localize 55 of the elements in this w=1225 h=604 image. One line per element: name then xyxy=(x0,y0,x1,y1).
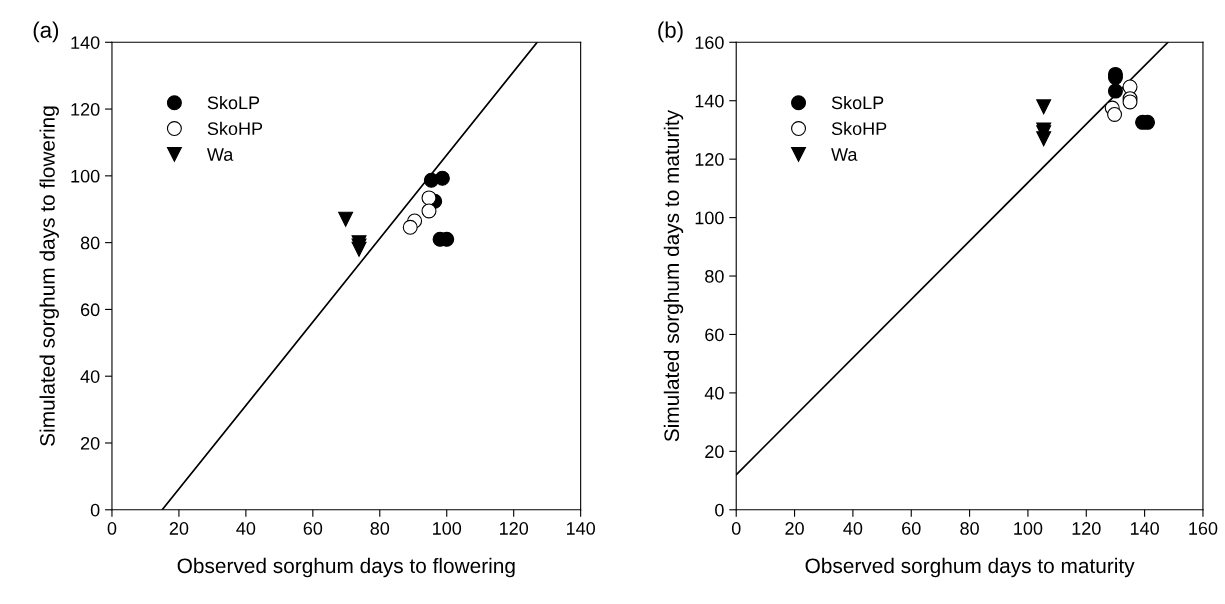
point xyxy=(434,170,450,186)
y-tick-label: 160 xyxy=(695,36,724,49)
y-tick-label: 140 xyxy=(695,94,724,108)
x-tick-label: 0 xyxy=(107,522,117,535)
point xyxy=(1036,99,1052,115)
point xyxy=(421,203,437,219)
legend-label: SkoLP xyxy=(831,95,884,110)
x-tick-label: 120 xyxy=(1072,522,1101,535)
legend-label: Wa xyxy=(831,148,858,161)
x-tick-label: 20 xyxy=(169,522,189,535)
x-axis-title: Observed sorghum days to maturity xyxy=(805,557,1135,578)
y-tick-label: 20 xyxy=(705,445,724,459)
x-tick-label: 20 xyxy=(785,522,804,535)
legend-label: SkoHP xyxy=(207,121,263,136)
x-tick-label: 40 xyxy=(236,522,256,535)
point xyxy=(421,190,437,206)
y-tick-label: 60 xyxy=(705,328,724,342)
x-tick-label: 0 xyxy=(731,522,741,535)
point xyxy=(1107,83,1123,99)
legend-label: SkoLP xyxy=(207,95,260,110)
y-tick-label: 120 xyxy=(71,103,100,116)
y-tick-label: 140 xyxy=(71,36,100,49)
x-tick-label: 40 xyxy=(843,522,863,535)
x-tick-label: 140 xyxy=(566,522,596,535)
x-tick-label: 80 xyxy=(370,522,390,535)
point xyxy=(1107,106,1123,122)
x-tick-label: 60 xyxy=(902,522,921,535)
y-axis-title: Simulated sorghum days to flowering xyxy=(39,106,59,446)
x-axis-title: Observed sorghum days to flowering xyxy=(177,557,515,578)
y-axis-title: Simulated sorghum days to maturity xyxy=(663,109,684,442)
point xyxy=(1036,131,1052,147)
x-tick-label: 160 xyxy=(1189,522,1218,535)
x-tick-label: 100 xyxy=(433,522,462,535)
x-tick-label: 120 xyxy=(500,522,529,535)
y-tick-label: 100 xyxy=(695,211,724,225)
x-tick-label: 80 xyxy=(960,522,979,535)
point xyxy=(402,219,418,235)
y-tick-label: 100 xyxy=(71,169,100,183)
point xyxy=(338,211,354,227)
y-tick-label: 40 xyxy=(704,386,724,400)
legend-label: SkoHP xyxy=(831,121,887,136)
y-tick-label: 120 xyxy=(695,153,724,166)
x-tick-label: 60 xyxy=(303,522,323,535)
y-tick-label: 40 xyxy=(80,370,100,383)
legend-label: Wa xyxy=(206,148,234,161)
chart-title: (b) xyxy=(658,21,683,43)
y-tick-label: 0 xyxy=(715,503,724,517)
y-tick-label: 80 xyxy=(80,236,100,250)
chart-title: (a) xyxy=(33,21,59,43)
x-tick-label: 140 xyxy=(1130,522,1159,535)
y-tick-label: 20 xyxy=(80,436,100,450)
x-tick-label: 100 xyxy=(1014,522,1043,535)
y-tick-label: 80 xyxy=(705,269,724,283)
y-tick-label: 60 xyxy=(81,303,100,317)
y-tick-label: 0 xyxy=(90,503,100,517)
